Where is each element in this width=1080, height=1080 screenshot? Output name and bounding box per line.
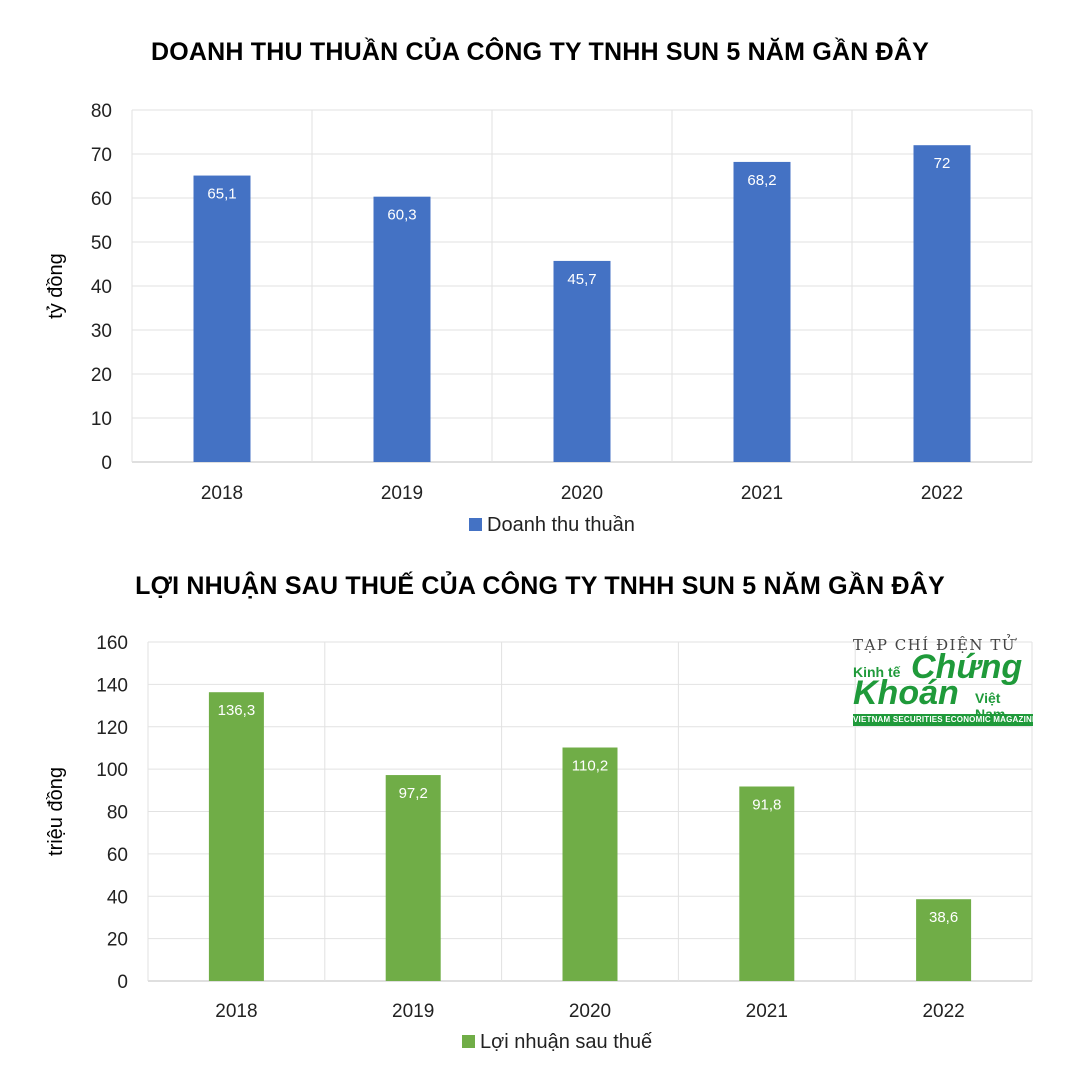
revenue-legend-label: Doanh thu thuần	[487, 514, 635, 536]
revenue-data-label: 68,2	[747, 172, 776, 189]
profit-ytick-label: 140	[96, 675, 128, 696]
logo-khoan: Khoán	[853, 674, 959, 712]
revenue-data-label: 65,1	[207, 186, 236, 203]
revenue-data-label: 45,7	[567, 271, 596, 288]
revenue-ytick-label: 40	[91, 277, 112, 298]
profit-ytick-label: 40	[107, 887, 128, 908]
revenue-ytick-label: 60	[91, 189, 112, 210]
revenue-bar-2020	[553, 260, 611, 462]
revenue-bar-2018	[193, 175, 251, 462]
revenue-y-axis-title: tỷ đồng	[45, 253, 67, 319]
revenue-ytick-label: 20	[91, 365, 112, 386]
profit-xtick-label: 2018	[215, 1001, 257, 1022]
profit-ytick-label: 80	[107, 803, 128, 824]
revenue-ytick-label: 30	[91, 321, 112, 342]
profit-ytick-label: 120	[96, 718, 128, 739]
logo-line1: TẠP CHÍ ĐIỆN TỬ	[853, 636, 1016, 654]
profit-bar-2021	[739, 786, 795, 981]
revenue-xtick-label: 2018	[201, 483, 243, 504]
profit-bar-2019	[385, 775, 441, 981]
profit-legend-label: Lợi nhuận sau thuế	[480, 1031, 652, 1053]
revenue-legend-swatch	[469, 518, 482, 531]
profit-xtick-label: 2021	[746, 1001, 788, 1022]
chart-title-profit: LỢI NHUẬN SAU THUẾ CỦA CÔNG TY TNHH SUN …	[135, 572, 945, 600]
profit-xtick-label: 2022	[922, 1001, 964, 1022]
profit-ytick-label: 20	[107, 930, 128, 951]
revenue-bar-2021	[733, 161, 791, 463]
profit-data-label: 110,2	[572, 758, 608, 775]
profit-ytick-label: 160	[96, 633, 128, 654]
logo-tagline: VIETNAM SECURITIES ECONOMIC MAGAZINE	[853, 714, 1033, 726]
revenue-bar-2022	[913, 145, 971, 462]
revenue-ytick-label: 10	[91, 409, 112, 430]
revenue-data-label: 60,3	[387, 207, 416, 224]
profit-legend-swatch	[462, 1035, 475, 1048]
profit-ytick-label: 100	[96, 760, 128, 781]
revenue-data-label: 72	[934, 155, 951, 172]
profit-xtick-label: 2020	[569, 1001, 611, 1022]
profit-xtick-label: 2019	[392, 1001, 434, 1022]
profit-y-axis-title: triệu đồng	[45, 767, 67, 856]
publisher-logo: TẠP CHÍ ĐIỆN TỬ Kinh tế Chứng Khoán Việt…	[853, 636, 1033, 728]
profit-bar-2018	[208, 692, 264, 981]
profit-data-label: 136,3	[218, 702, 256, 719]
revenue-xtick-label: 2022	[921, 483, 963, 504]
profit-data-label: 38,6	[929, 909, 958, 926]
profit-ytick-label: 60	[107, 845, 128, 866]
logo-kinh-te: Kinh tế	[853, 664, 901, 680]
chart-title-revenue: DOANH THU THUẦN CỦA CÔNG TY TNHH SUN 5 N…	[150, 38, 930, 66]
revenue-xtick-label: 2021	[741, 483, 783, 504]
revenue-ytick-label: 0	[101, 453, 112, 474]
revenue-ytick-label: 80	[91, 101, 112, 122]
revenue-ytick-label: 50	[91, 233, 112, 254]
revenue-ytick-label: 70	[91, 145, 112, 166]
logo-chung: Chứng	[911, 648, 1023, 686]
profit-bar-2020	[562, 747, 618, 981]
profit-bar-2022	[916, 899, 972, 981]
profit-data-label: 91,8	[752, 796, 781, 813]
revenue-xtick-label: 2020	[561, 483, 603, 504]
profit-data-label: 97,2	[399, 785, 428, 802]
profit-ytick-label: 0	[117, 972, 128, 993]
revenue-bar-2019	[373, 196, 431, 462]
revenue-xtick-label: 2019	[381, 483, 423, 504]
